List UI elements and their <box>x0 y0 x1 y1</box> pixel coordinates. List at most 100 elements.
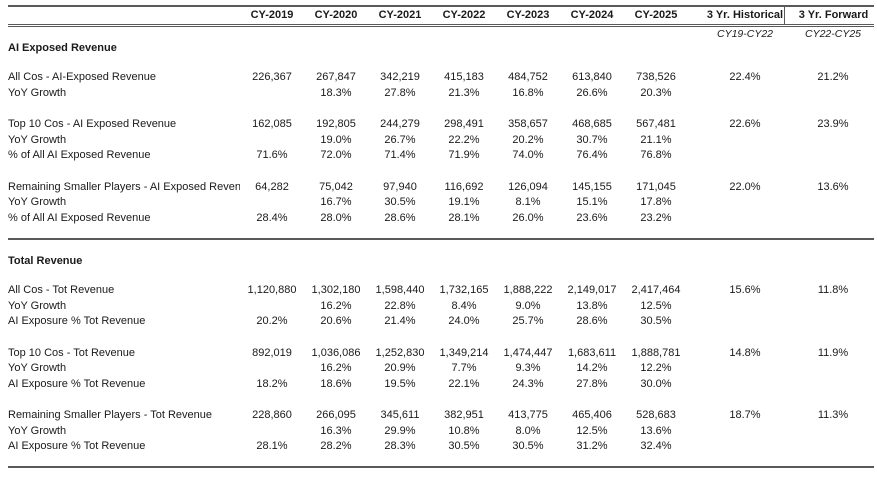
table-row: YoY Growth 16.2% 22.8% 8.4% 9.0% 13.8% 12.5% <box>8 299 874 315</box>
cell-value: 484,752 <box>508 71 548 83</box>
cell-value <box>240 424 304 440</box>
cell-value: 20.6% <box>320 315 352 327</box>
cell-value: 28.1% <box>256 440 288 452</box>
table-row: YoY Growth 16.2% 20.9% 7.7% 9.3% 14.2% 12.2% <box>8 361 874 377</box>
spacer <box>8 392 874 408</box>
cell-historical <box>688 86 784 102</box>
column-header-forward: 3 Yr. Forward <box>784 7 874 24</box>
cell-value: 20.2% <box>512 133 544 146</box>
cell-value: 13.6% <box>640 424 672 437</box>
subheader-row: CY19-CY22 CY22-CY25 <box>8 28 874 41</box>
table-row: YoY Growth 16.3% 29.9% 10.8% 8.0% 12.5% 13.6% <box>8 424 874 440</box>
cell-forward <box>784 314 874 330</box>
table-row: Top 10 Cos - Tot Revenue 892,019 1,036,086… <box>8 346 874 362</box>
column-header-year: CY-2022 <box>442 9 486 21</box>
cell-value: 25.7% <box>512 315 544 327</box>
cell-value: 145,155 <box>572 180 612 193</box>
row-label: All Cos - Tot Revenue <box>8 284 115 296</box>
subheader-forward-range: CY22-CY25 <box>804 28 862 40</box>
cell-forward <box>784 377 874 393</box>
table-row: Remaining Smaller Players - Tot Revenue 2… <box>8 408 874 424</box>
cell-value: 28.0% <box>320 211 352 224</box>
column-header-year: CY-2025 <box>634 9 678 21</box>
cell-value: 23.2% <box>640 211 672 224</box>
cell-value <box>240 299 304 315</box>
cell-value: 14.2% <box>576 362 608 374</box>
subheader-historical-range: CY19-CY22 <box>716 28 774 40</box>
cell-value: 18.6% <box>320 377 352 390</box>
cell-value: 28.4% <box>256 211 288 224</box>
cell-value: 22.1% <box>448 377 480 390</box>
cell-value: 30.5% <box>384 196 416 208</box>
spacer <box>8 226 874 238</box>
cell-forward <box>784 211 874 227</box>
row-label: All Cos - AI-Exposed Revenue <box>8 71 156 83</box>
subheader-empty <box>368 28 432 41</box>
spacer <box>8 240 874 254</box>
cell-value: 76.8% <box>640 149 672 161</box>
cell-value: 9.3% <box>515 362 541 374</box>
cell-value: 10.8% <box>448 424 480 437</box>
cell-value: 228,860 <box>252 409 292 421</box>
cell-forward <box>784 195 874 211</box>
cell-value: 26.0% <box>512 211 544 224</box>
column-header-historical: 3 Yr. Historical <box>706 9 784 21</box>
cell-value: 20.2% <box>256 315 288 327</box>
cell-value: 2,149,017 <box>567 284 617 296</box>
cell-value: 28.3% <box>384 440 416 452</box>
spacer <box>8 101 874 117</box>
row-label: % of All AI Exposed Revenue <box>8 211 151 224</box>
cell-value: 22.2% <box>448 133 480 146</box>
header-corner-spacer <box>8 7 240 24</box>
cell-value: 226,367 <box>252 71 292 83</box>
cell-value: 29.9% <box>384 424 416 437</box>
cell-value: 192,805 <box>316 118 356 130</box>
column-header-year: CY-2023 <box>506 9 550 21</box>
cell-value: 32.4% <box>640 440 672 452</box>
row-label: YoY Growth <box>8 196 67 208</box>
cell-value: 28.1% <box>448 211 480 224</box>
cell-value: 15.1% <box>576 196 608 208</box>
row-label: AI Exposure % Tot Revenue <box>8 377 146 390</box>
cell-forward <box>784 299 874 315</box>
cell-value: 31.2% <box>576 440 608 452</box>
table-body: AI Exposed Revenue All Cos - AI-Exposed R… <box>8 41 874 466</box>
cell-historical: 22.4% <box>729 71 761 83</box>
cell-value: 465,406 <box>572 409 612 421</box>
cell-value: 75,042 <box>319 180 353 193</box>
spacer <box>8 164 874 180</box>
cell-value: 23.6% <box>576 211 608 224</box>
cell-value: 24.3% <box>512 377 544 390</box>
cell-value: 1,120,880 <box>247 284 297 296</box>
cell-historical <box>688 361 784 377</box>
table-row: All Cos - Tot Revenue 1,120,880 1,302,180 1… <box>8 283 874 299</box>
cell-value: 16.7% <box>320 196 352 208</box>
cell-value: 21.3% <box>448 86 480 99</box>
cell-value: 126,094 <box>508 180 548 193</box>
row-label: YoY Growth <box>8 86 67 99</box>
column-header-year: CY-2019 <box>250 9 294 21</box>
subheader-empty <box>432 28 496 41</box>
row-label: YoY Growth <box>8 424 67 437</box>
cell-value: 9.0% <box>515 299 541 312</box>
cell-historical <box>688 424 784 440</box>
section-divider <box>8 238 874 240</box>
cell-value: 19.1% <box>448 196 480 208</box>
cell-value: 30.5% <box>640 315 672 327</box>
cell-value: 244,279 <box>380 118 420 130</box>
cell-value: 266,095 <box>316 409 356 421</box>
section-title-row: AI Exposed Revenue <box>8 41 874 56</box>
cell-value: 20.9% <box>384 362 416 374</box>
cell-value: 30.7% <box>576 133 608 146</box>
cell-value: 19.0% <box>320 133 352 146</box>
cell-value: 382,951 <box>444 409 484 421</box>
cell-value: 1,474,447 <box>503 346 553 359</box>
cell-value: 24.0% <box>448 315 480 327</box>
cell-forward: 13.6% <box>817 180 849 193</box>
section-title-row: Total Revenue <box>8 254 874 269</box>
cell-value: 13.8% <box>576 299 608 312</box>
cell-value: 21.1% <box>640 133 672 146</box>
cell-value: 892,019 <box>252 346 292 359</box>
cell-value: 1,302,180 <box>311 284 361 296</box>
cell-value: 28.6% <box>576 315 608 327</box>
